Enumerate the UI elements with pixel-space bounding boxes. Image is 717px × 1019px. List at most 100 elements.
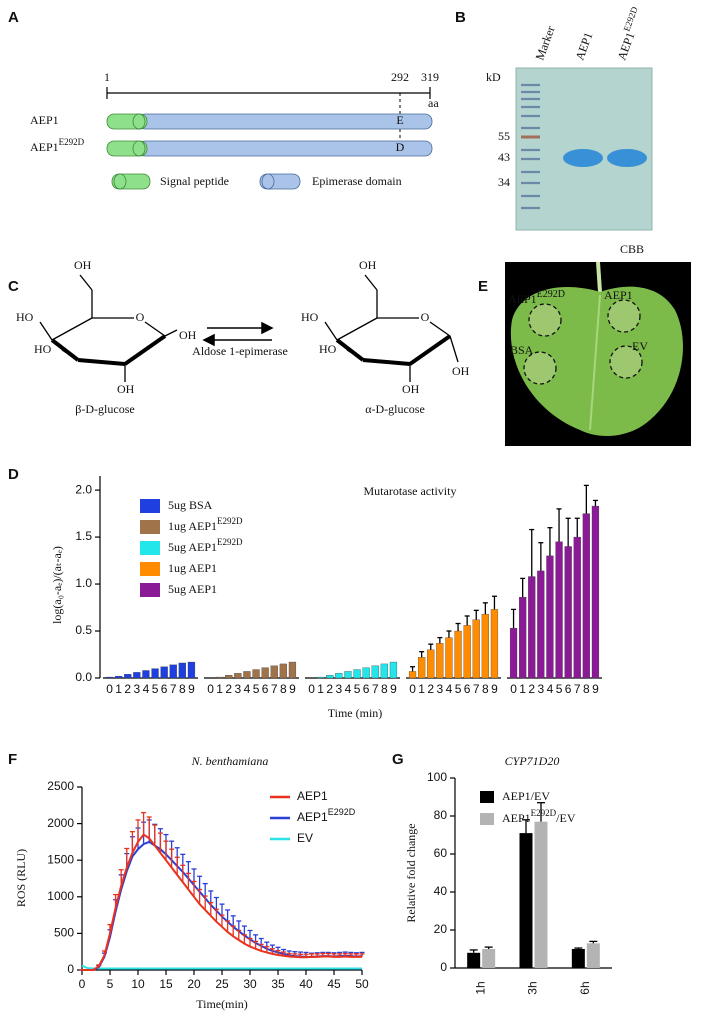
bar: [380, 663, 388, 679]
x-tick-label: 7: [574, 682, 581, 696]
x-tick-label: 9: [390, 682, 397, 696]
name: Marker: [532, 24, 557, 62]
lane-label: AEP1E292D: [612, 5, 646, 62]
x-tick-label: 8: [280, 682, 287, 696]
error-bar: [529, 528, 535, 577]
name: 5ug AEP1: [168, 540, 217, 554]
legend-label: 5ug BSA: [168, 498, 213, 512]
bar: [490, 609, 499, 679]
error-bar: [191, 880, 197, 897]
x-tick-label: 3: [134, 682, 141, 696]
error-bar: [589, 940, 598, 944]
hydroxyl: OH: [452, 364, 470, 378]
error-bar: [241, 925, 247, 936]
error-bar: [185, 872, 191, 890]
error-bar: [556, 508, 562, 542]
error-bar: [473, 609, 479, 620]
x-tick-label: 1: [519, 682, 526, 696]
error-bar: [258, 943, 264, 951]
hydroxyl: HO: [301, 310, 319, 324]
bar: [151, 668, 159, 679]
panel-label: E: [478, 278, 488, 295]
name: EV: [297, 831, 313, 845]
name: AEP1: [508, 292, 537, 306]
x-tick-label: 0: [79, 977, 86, 991]
name: AEP1: [297, 789, 328, 803]
hydroxyl: HO: [16, 310, 34, 324]
superscript: E292D: [328, 807, 356, 817]
panel-label: C: [8, 278, 19, 295]
bar: [252, 669, 260, 679]
bar: [463, 625, 471, 679]
bar: [169, 664, 177, 679]
x-tick-label: 9: [592, 682, 599, 696]
x-tick-label: 7: [372, 682, 379, 696]
error-bar: [163, 840, 169, 861]
bond: [79, 274, 93, 291]
legend-label: AEP1E292D: [297, 807, 356, 824]
error-bar: [565, 517, 571, 547]
panel-label: F: [8, 751, 17, 768]
bar: [573, 536, 581, 679]
bar: [326, 675, 334, 679]
bond: [61, 349, 79, 361]
leaf-vein: [589, 294, 601, 431]
marker-label: 43: [498, 150, 510, 164]
x-tick-label: 6: [464, 682, 471, 696]
error-bar: [180, 864, 186, 883]
bond: [324, 321, 338, 341]
residue: D: [396, 140, 405, 154]
legend-label: AEP1/EV: [502, 789, 550, 803]
error-bar: [152, 824, 158, 846]
superscript: E292D: [217, 537, 243, 547]
x-tick-label: 6h: [578, 981, 592, 994]
error-bar: [213, 908, 219, 922]
protein-name: AEP1E292D: [30, 137, 85, 154]
error-bar: [219, 914, 225, 927]
hydroxyl: HO: [319, 342, 337, 356]
bond: [164, 329, 178, 337]
x-tick-label: 7: [170, 682, 177, 696]
glucose-structure: [39, 274, 178, 382]
error-bar: [141, 811, 147, 835]
y-tick-label: 2500: [47, 779, 74, 793]
error-bar: [146, 816, 152, 839]
error-bar: [410, 666, 416, 672]
bond: [449, 335, 459, 363]
chart-title: Mutarotase activity: [364, 484, 457, 498]
x-tick-label: 40: [299, 977, 313, 991]
bar: [353, 669, 361, 679]
leaf: [510, 286, 683, 436]
scale-unit: aa: [428, 96, 439, 110]
scale-label: 1: [104, 70, 110, 84]
error-bar: [484, 946, 493, 949]
legend-label: 5ug AEP1E292D: [168, 537, 243, 554]
scale-label: 319: [421, 70, 439, 84]
series-line: [82, 833, 362, 971]
hydroxyl: OH: [74, 258, 92, 272]
x-tick-label: 45: [327, 977, 341, 991]
x-tick-label: 5: [556, 682, 563, 696]
legend-swatch: [480, 813, 494, 825]
y-tick-label: 1500: [47, 852, 74, 866]
x-tick-label: 4: [143, 682, 150, 696]
error-bar: [169, 848, 175, 868]
hydroxyl: OH: [359, 258, 377, 272]
bar: [225, 675, 233, 679]
error-bar: [469, 949, 478, 953]
error-bar: [247, 929, 253, 940]
stain-label: CBB: [620, 242, 644, 256]
compound-name: β-D-glucose: [75, 402, 134, 416]
bar: [317, 676, 325, 679]
ring-oxygen: O: [421, 310, 430, 324]
y-axis-label: Relative fold change: [404, 823, 418, 922]
bar: [537, 570, 545, 679]
x-tick-label: 25: [215, 977, 229, 991]
bar: [279, 663, 287, 679]
name: AEP1: [614, 30, 637, 62]
error-bar: [592, 499, 598, 507]
error-bar: [247, 937, 253, 947]
legend-swatch: [140, 520, 160, 534]
error-bar: [464, 615, 470, 626]
x-tick-label: 2: [124, 682, 131, 696]
